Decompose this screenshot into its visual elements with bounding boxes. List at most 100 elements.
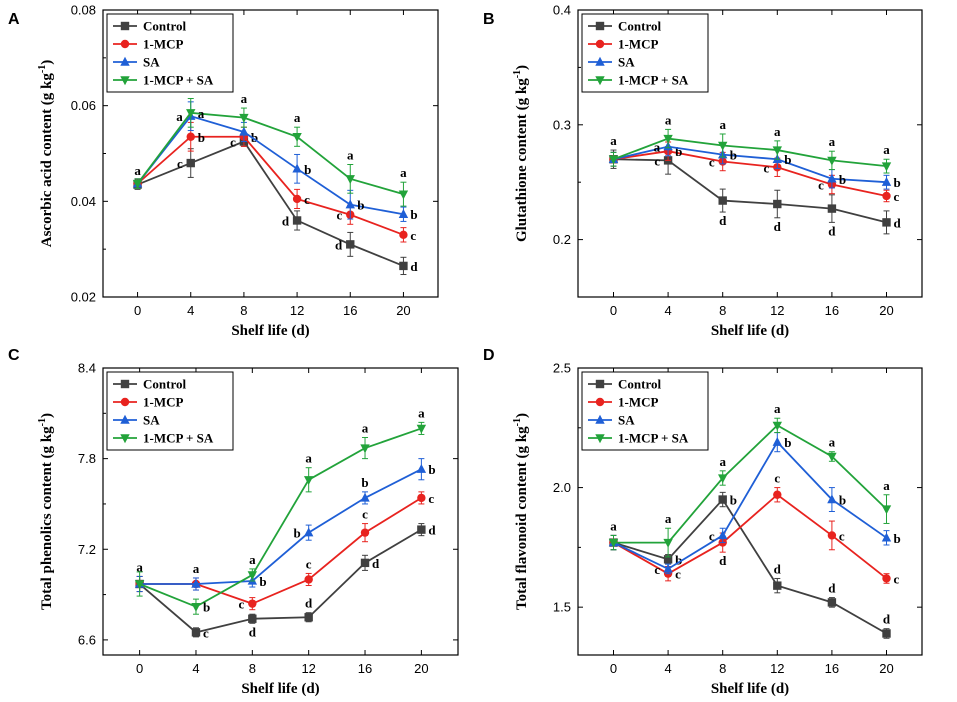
significance-label: a bbox=[418, 405, 425, 420]
marker-legend-1-mcp-1 bbox=[120, 397, 130, 407]
series-line bbox=[613, 150, 887, 197]
panel-b: B 0 4 8 12 16 20 0.2 0.3 0.4 Shelf life (d) Glutath… bbox=[483, 3, 923, 339]
series-line bbox=[139, 497, 422, 605]
significance-label: a bbox=[883, 478, 890, 493]
legend-entry: SA bbox=[618, 55, 635, 70]
y-axis-title-end: ) bbox=[39, 60, 55, 65]
marker-1-mcp-1 bbox=[186, 132, 195, 141]
significance-label: b bbox=[839, 493, 846, 508]
significance-label: c bbox=[410, 228, 416, 243]
plot-frame bbox=[102, 367, 459, 656]
x-tick-label: 4 bbox=[664, 661, 671, 676]
marker-1-mcp-sa-0 bbox=[608, 538, 619, 548]
marker-sa-3 bbox=[292, 163, 302, 173]
series-line bbox=[139, 427, 422, 608]
legend-entry: 1-MCP bbox=[618, 37, 658, 52]
series-line bbox=[136, 115, 404, 216]
significance-label: d bbox=[774, 561, 782, 576]
significance-label: b bbox=[730, 493, 737, 508]
y-tick-label: 0.2 bbox=[553, 232, 571, 247]
significance-label: a bbox=[136, 559, 143, 574]
panel-d: D 0 4 8 12 16 20 1.5 2.0 2.5 Shelf life (d) Total f… bbox=[483, 347, 923, 697]
significance-label: a bbox=[883, 142, 890, 157]
significance-label: c bbox=[239, 597, 245, 612]
x-tick-label: 8 bbox=[719, 661, 726, 676]
x-tick-label: 16 bbox=[825, 303, 839, 318]
panel-letter: A bbox=[8, 11, 20, 28]
legend-entry: 1-MCP bbox=[618, 395, 658, 410]
marker-1-mcp-5 bbox=[417, 493, 426, 503]
panel-a: A 0 4 8 12 16 20 0.02 0.04 0.06 0.08 Shelf life (d)… bbox=[8, 3, 439, 339]
legend-entry: Control bbox=[143, 377, 186, 392]
legend: Control 1-MCP SA 1-MCP + SA bbox=[106, 371, 234, 451]
series-line bbox=[139, 468, 422, 585]
significance-label: a bbox=[610, 133, 617, 148]
significance-label: d bbox=[719, 553, 727, 568]
legend-entry: 1-MCP bbox=[143, 37, 183, 52]
y-tick-label: 1.5 bbox=[553, 600, 571, 615]
significance-label: b bbox=[304, 162, 311, 177]
series-line bbox=[136, 135, 404, 236]
panel-letter: C bbox=[8, 347, 20, 364]
y-axis-title: Ascorbic acid content (g kg-1) bbox=[37, 60, 55, 248]
x-tick-label: 4 bbox=[664, 303, 671, 318]
x-axis-title: Shelf life (d) bbox=[711, 681, 789, 697]
series-line bbox=[613, 137, 887, 168]
marker-sa-5 bbox=[398, 209, 409, 218]
marker-1-mcp-3 bbox=[773, 490, 782, 499]
x-tick-label: 12 bbox=[770, 661, 784, 676]
significance-label: d bbox=[305, 596, 313, 611]
significance-label: b bbox=[428, 462, 435, 477]
marker-1-mcp-sa-4 bbox=[827, 452, 837, 462]
marker-legend-control-0 bbox=[120, 379, 130, 389]
panel-letter: B bbox=[483, 11, 495, 28]
series-control: a b b d d d bbox=[609, 491, 891, 639]
marker-sa-4 bbox=[827, 494, 837, 504]
x-tick-label: 20 bbox=[414, 661, 428, 676]
y-axis-title-main: Ascorbic acid content (g kg bbox=[39, 73, 55, 248]
y-axis-title-main: Glutathione content (g kg bbox=[514, 78, 530, 242]
significance-label: c bbox=[839, 528, 845, 543]
significance-label: a bbox=[665, 112, 672, 127]
significance-label: c bbox=[654, 562, 660, 577]
significance-label: b bbox=[675, 552, 682, 567]
significance-label: b bbox=[361, 475, 368, 490]
significance-label: c bbox=[774, 471, 780, 486]
significance-label: d bbox=[410, 259, 418, 274]
marker-control-4 bbox=[346, 240, 355, 249]
y-axis-title-main: Total flavonoid content (g kg bbox=[514, 426, 530, 610]
legend: Control 1-MCP SA 1-MCP + SA bbox=[106, 13, 234, 93]
significance-label: a bbox=[665, 511, 672, 526]
x-axis-title: Shelf life (d) bbox=[231, 323, 309, 339]
significance-label: b bbox=[894, 531, 901, 546]
marker-1-mcp-sa-1 bbox=[663, 538, 673, 548]
marker-legend-1-mcp-sa-3 bbox=[595, 434, 605, 444]
x-tick-label: 4 bbox=[187, 303, 194, 318]
marker-sa-3 bbox=[303, 527, 314, 537]
marker-legend-1-mcp-sa-3 bbox=[595, 76, 605, 86]
significance-label: b bbox=[357, 198, 364, 213]
marker-1-mcp-sa-5 bbox=[881, 162, 892, 172]
marker-1-mcp-5 bbox=[882, 574, 891, 583]
marker-sa-4 bbox=[827, 173, 837, 183]
significance-label: b bbox=[675, 144, 682, 159]
marker-1-mcp-sa-3 bbox=[303, 476, 314, 485]
significance-label: c bbox=[304, 192, 310, 207]
marker-1-mcp-sa-0 bbox=[134, 580, 145, 590]
legend-entry: 1-MCP + SA bbox=[143, 73, 214, 88]
series-1-mcp: a c c c c bbox=[135, 491, 434, 612]
significance-label: a bbox=[719, 454, 726, 469]
marker-legend-control-0 bbox=[595, 21, 605, 31]
y-tick-label: 0.06 bbox=[71, 98, 96, 113]
significance-label: d bbox=[774, 219, 782, 234]
marker-control-4 bbox=[827, 598, 837, 607]
marker-1-mcp-3 bbox=[304, 575, 313, 584]
significance-label: b bbox=[251, 130, 258, 145]
y-tick-label: 6.6 bbox=[78, 632, 96, 647]
marker-1-mcp-sa-3 bbox=[772, 146, 783, 156]
marker-sa-2 bbox=[239, 126, 249, 136]
